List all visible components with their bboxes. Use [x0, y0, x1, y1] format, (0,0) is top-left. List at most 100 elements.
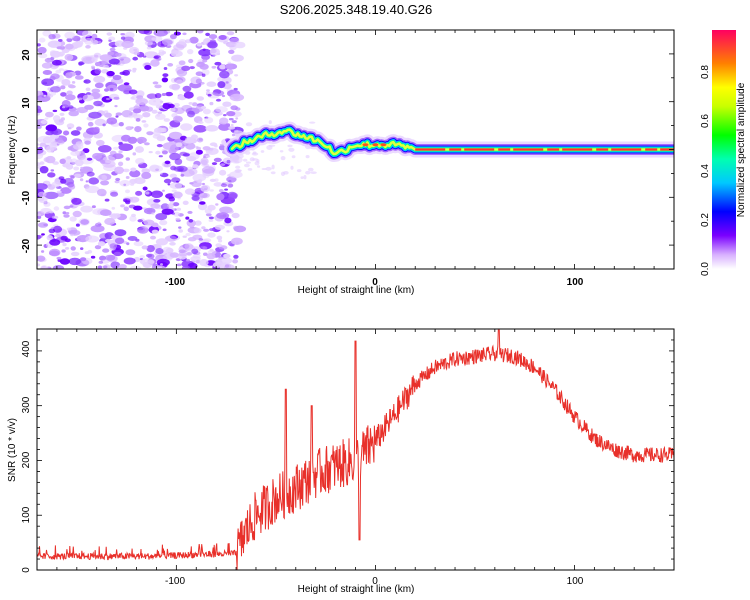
- noise-speckle: [167, 103, 175, 109]
- noise-speckle: [50, 91, 56, 96]
- noise-speckle: [151, 37, 157, 41]
- noise-speckle: [196, 146, 202, 150]
- noise-speckle: [130, 167, 137, 172]
- noise-speckle: [196, 42, 202, 47]
- noise-speckle: [102, 265, 108, 269]
- noise-speckle: [88, 111, 102, 119]
- noise-speckle: [207, 41, 218, 49]
- noise-speckle: [85, 45, 91, 49]
- bot-yaxis-label: SNR (10 * v/v): [7, 418, 18, 482]
- noise-speckle: [82, 30, 92, 38]
- noise-speckle: [142, 112, 151, 118]
- noise-speckle: [185, 142, 196, 150]
- noise-speckle: [225, 63, 234, 70]
- noise-speckle: [39, 142, 47, 147]
- noise-speckle: [169, 152, 181, 161]
- noise-speckle: [59, 112, 65, 116]
- noise-speckle: [181, 65, 191, 72]
- noise-speckle: [52, 161, 59, 165]
- ridge-hotspot: [362, 143, 369, 147]
- noise-speckle: [198, 48, 212, 57]
- noise-speckle: [119, 180, 131, 187]
- noise-speckle: [188, 219, 194, 223]
- noise-speckle: [198, 138, 203, 141]
- bot-xtick-label-2: 100: [567, 576, 584, 587]
- noise-speckle: [169, 252, 179, 258]
- noise-speckle: [219, 70, 230, 79]
- noise-speckle: [205, 155, 211, 158]
- noise-speckle: [84, 37, 94, 45]
- noise-speckle: [196, 179, 202, 184]
- noise-speckle: [102, 248, 110, 253]
- noise-speckle: [182, 200, 189, 205]
- noise-speckle: [74, 75, 84, 80]
- noise-speckle: [85, 234, 91, 237]
- noise-speckle: [158, 49, 165, 53]
- colorbar: 0.0 0.2 0.4 0.6 0.8 Normalized spectral …: [700, 30, 747, 276]
- noise-speckle: [49, 50, 57, 55]
- noise-speckle: [96, 188, 107, 197]
- noise-speckle: [97, 174, 108, 181]
- noise-speckle: [123, 206, 129, 212]
- noise-speckle: [159, 220, 168, 226]
- noise-speckle: [56, 256, 62, 260]
- top-ytick-label-4: -20: [21, 238, 32, 253]
- top-ytick-label-3: -10: [21, 190, 32, 205]
- noise-speckle: [213, 182, 223, 187]
- noise-speckle: [114, 166, 124, 175]
- noise-speckle: [60, 235, 68, 241]
- noise-speckle: [157, 111, 163, 114]
- noise-speckle: [118, 150, 123, 154]
- noise-speckle: [93, 75, 106, 83]
- noise-speckle: [234, 169, 242, 174]
- noise-speckle: [219, 117, 229, 125]
- noise-speckle: [217, 81, 226, 89]
- noise-speckle: [178, 39, 187, 45]
- top-xtick-label-1: 0: [372, 277, 378, 288]
- noise-speckle: [268, 120, 272, 125]
- noise-speckle: [172, 191, 183, 199]
- noise-speckle: [247, 168, 253, 171]
- noise-speckle: [118, 264, 127, 269]
- noise-speckle: [91, 67, 96, 70]
- noise-speckle: [104, 217, 116, 226]
- noise-speckle: [309, 121, 316, 124]
- noise-speckle: [207, 93, 212, 97]
- noise-speckle: [187, 110, 195, 118]
- noise-speckle: [143, 123, 149, 128]
- noise-speckle: [49, 239, 61, 246]
- noise-speckle: [118, 122, 124, 127]
- noise-speckle: [66, 37, 73, 43]
- noise-speckle: [70, 130, 81, 136]
- noise-speckle: [203, 228, 210, 232]
- noise-speckle: [161, 150, 168, 155]
- bot-ytick-label-1: 300: [21, 396, 32, 413]
- noise-speckle: [182, 153, 190, 157]
- noise-speckle: [115, 177, 121, 181]
- noise-speckle: [125, 126, 133, 131]
- noise-speckle: [155, 104, 164, 109]
- noise-speckle: [175, 217, 181, 221]
- noise-speckle: [106, 117, 118, 125]
- noise-speckle: [228, 126, 236, 130]
- noise-speckle: [154, 127, 165, 133]
- noise-speckle: [52, 265, 65, 269]
- bot-ytick-label-0: 400: [21, 340, 32, 357]
- colorbar-tick-3: 0.6: [700, 114, 711, 128]
- noise-speckle: [55, 69, 62, 74]
- top-yaxis-label: Frequency (Hz): [7, 116, 18, 185]
- noise-speckle: [135, 238, 140, 242]
- noise-speckle: [178, 229, 183, 233]
- noise-speckle: [86, 157, 93, 161]
- noise-speckle: [202, 59, 208, 63]
- noise-speckle: [72, 143, 84, 150]
- noise-speckle: [169, 108, 176, 112]
- noise-speckle: [113, 251, 122, 257]
- noise-speckle: [64, 53, 74, 61]
- noise-speckle: [173, 211, 180, 217]
- noise-speckle: [199, 192, 210, 199]
- noise-speckle: [37, 147, 44, 155]
- noise-speckle: [243, 158, 248, 162]
- noise-speckle: [138, 30, 150, 35]
- noise-speckle: [150, 203, 161, 209]
